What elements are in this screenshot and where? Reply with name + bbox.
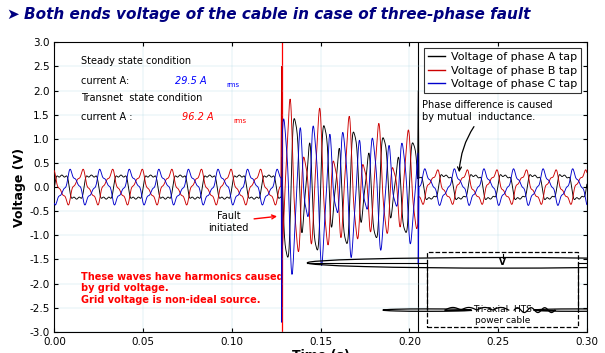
Voltage of phase A tap (414, 89, 422, 93)
Voltage of phase B tap (499, 187, 506, 191)
Text: 96.2 A: 96.2 A (182, 112, 214, 122)
Text: Transnet  state condition: Transnet state condition (81, 93, 203, 103)
Text: rms: rms (227, 82, 240, 88)
Text: These waves have harmonics caused
by grid voltage.
Grid voltage is non-ideal sou: These waves have harmonics caused by gri… (81, 271, 284, 305)
Text: ➤: ➤ (6, 7, 19, 22)
Voltage of phase B tap (51, 169, 58, 173)
Voltage of phase A tap (171, 175, 178, 180)
Voltage of phase A tap (51, 185, 58, 189)
Voltage of phase B tap (361, 168, 368, 172)
Voltage of phase C tap (278, 320, 285, 324)
Voltage of phase B tap (91, 194, 98, 198)
Voltage of phase A tap (499, 174, 506, 178)
Text: current A:: current A: (81, 76, 132, 86)
Voltage of phase B tap (516, 179, 523, 183)
Voltage of phase C tap (280, 117, 287, 121)
Voltage of phase B tap (171, 178, 178, 182)
Voltage of phase A tap (91, 175, 98, 179)
Legend: Voltage of phase A tap, Voltage of phase B tap, Voltage of phase C tap: Voltage of phase A tap, Voltage of phase… (424, 48, 581, 94)
Voltage of phase C tap (516, 179, 523, 184)
Line: Voltage of phase A tap: Voltage of phase A tap (54, 91, 587, 257)
Voltage of phase B tap (295, 249, 302, 253)
Voltage of phase C tap (499, 194, 506, 198)
Voltage of phase C tap (214, 169, 221, 173)
Line: Voltage of phase C tap: Voltage of phase C tap (54, 119, 587, 322)
Text: 29.5 A: 29.5 A (175, 76, 207, 86)
Voltage of phase B tap (278, 64, 285, 68)
Voltage of phase A tap (284, 255, 292, 259)
Voltage of phase C tap (51, 201, 58, 205)
Voltage of phase C tap (171, 202, 178, 206)
Text: current A :: current A : (81, 112, 136, 122)
Voltage of phase B tap (214, 202, 221, 206)
Text: Both ends voltage of the cable in case of three-phase fault: Both ends voltage of the cable in case o… (24, 7, 531, 22)
FancyBboxPatch shape (427, 252, 578, 327)
Voltage of phase C tap (91, 186, 98, 190)
Text: V: V (499, 258, 506, 267)
Voltage of phase A tap (361, 191, 368, 195)
Line: Voltage of phase B tap: Voltage of phase B tap (54, 66, 587, 251)
Text: Phase difference is caused
by mutual  inductance.: Phase difference is caused by mutual ind… (422, 100, 552, 171)
X-axis label: Time (s): Time (s) (292, 349, 350, 353)
Text: Tri-axial  HTS
power cable: Tri-axial HTS power cable (473, 305, 532, 325)
Y-axis label: Voltage (V): Voltage (V) (13, 148, 27, 227)
Voltage of phase C tap (583, 203, 590, 207)
Voltage of phase B tap (583, 170, 590, 174)
Text: Steady state condition: Steady state condition (81, 56, 191, 66)
Voltage of phase A tap (516, 197, 523, 201)
Text: Fault
initiated: Fault initiated (208, 211, 275, 233)
Voltage of phase A tap (583, 182, 590, 186)
Text: rms: rms (234, 118, 247, 124)
Voltage of phase C tap (361, 199, 368, 203)
Voltage of phase A tap (214, 184, 221, 189)
